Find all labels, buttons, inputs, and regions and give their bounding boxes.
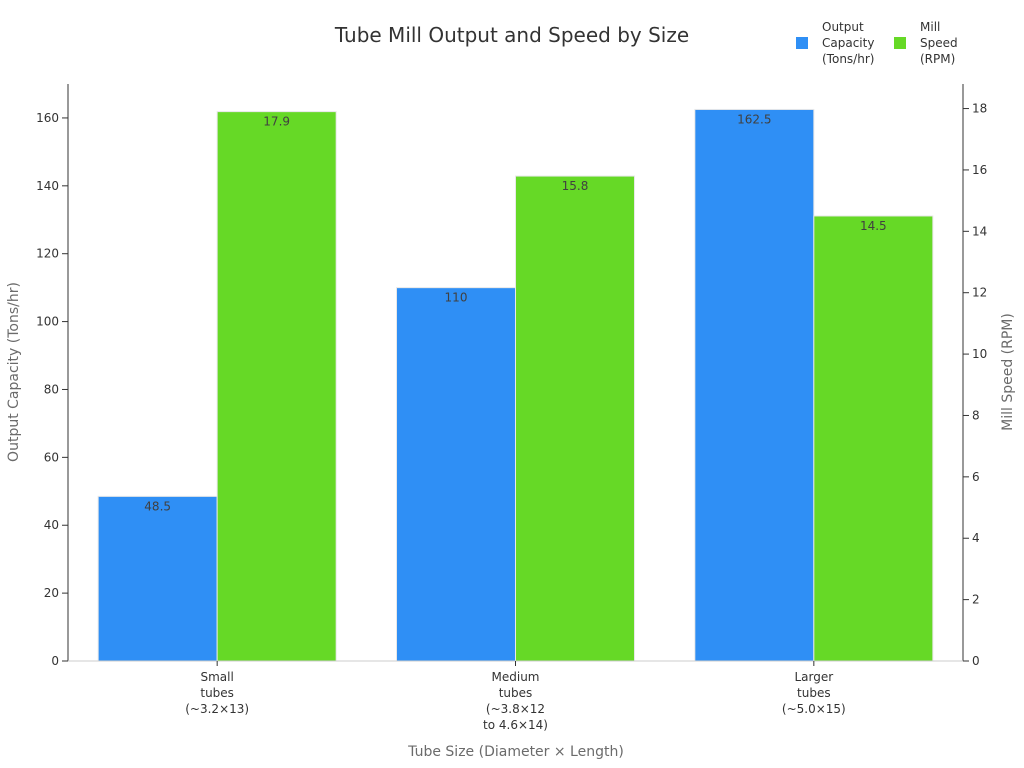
legend-label: Mill [920, 20, 940, 34]
right-axis-ticks: 0 2 4 6 8 10 12 14 16 18 [963, 102, 987, 668]
legend-label: (Tons/hr) [822, 52, 874, 66]
right-tick-label: 6 [972, 470, 980, 484]
bar-value-label: 15.8 [562, 179, 589, 193]
legend-swatch [796, 37, 808, 49]
legend-label: Capacity [822, 36, 874, 50]
x-tick-label: Larger [794, 670, 833, 684]
left-tick-label: 100 [36, 315, 59, 329]
right-tick-label: 14 [972, 224, 987, 238]
legend-swatch [894, 37, 906, 49]
y-axis-label: Output Capacity (Tons/hr) [6, 282, 22, 462]
x-tick-label: Medium [492, 670, 540, 684]
right-tick-label: 0 [972, 654, 980, 668]
left-tick-label: 160 [36, 111, 59, 125]
left-tick-label: 40 [44, 518, 59, 532]
x-tick-label: tubes [200, 686, 234, 700]
bar [813, 215, 934, 662]
bar-labels: 48.5 17.9 110 15.8 162.5 14.5 [144, 112, 886, 513]
left-tick-label: 140 [36, 179, 59, 193]
bar-value-label: 48.5 [144, 499, 171, 513]
x-tick-label: (~3.2×13) [185, 702, 249, 716]
right-tick-label: 16 [972, 163, 987, 177]
x-tick-label: (~3.8×12 [486, 702, 545, 716]
right-tick-label: 2 [972, 593, 980, 607]
x-tick-label: tubes [797, 686, 831, 700]
right-tick-label: 4 [972, 531, 980, 545]
x-tick-label: to 4.6×14) [483, 718, 548, 732]
left-tick-label: 0 [51, 654, 59, 668]
x-tick-label: tubes [499, 686, 533, 700]
bar-value-label: 14.5 [860, 219, 887, 233]
legend: Output Capacity (Tons/hr) Mill Speed (RPM) [796, 20, 958, 66]
x-axis-ticks: Small tubes (~3.2×13) Medium tubes (~3.8×12 to… [185, 661, 846, 732]
bar [515, 175, 635, 662]
bar-value-label: 162.5 [737, 112, 771, 126]
left-tick-label: 20 [44, 586, 59, 600]
x-axis-label: Tube Size (Diameter × Length) [407, 744, 624, 760]
left-tick-label: 80 [44, 382, 59, 396]
bar-value-label: 17.9 [263, 115, 290, 129]
bar [396, 287, 516, 662]
x-tick-label: (~5.0×15) [782, 702, 846, 716]
bar [694, 108, 815, 662]
bars [97, 108, 934, 662]
bar-value-label: 110 [445, 291, 468, 305]
x-tick-label: Small [201, 670, 234, 684]
left-tick-label: 120 [36, 247, 59, 261]
bar [216, 111, 337, 662]
right-tick-label: 10 [972, 347, 987, 361]
chart-title: Tube Mill Output and Speed by Size [334, 23, 689, 47]
y2-axis-label: Mill Speed (RPM) [1000, 313, 1016, 431]
right-tick-label: 18 [972, 102, 987, 116]
bar [97, 495, 218, 662]
legend-label: (RPM) [920, 52, 955, 66]
right-tick-label: 8 [972, 408, 980, 422]
legend-label: Output [822, 20, 864, 34]
left-tick-label: 60 [44, 450, 59, 464]
right-tick-label: 12 [972, 286, 987, 300]
left-axis-ticks: 0 20 40 60 80 100 120 140 160 [36, 111, 68, 668]
legend-label: Speed [920, 36, 958, 50]
